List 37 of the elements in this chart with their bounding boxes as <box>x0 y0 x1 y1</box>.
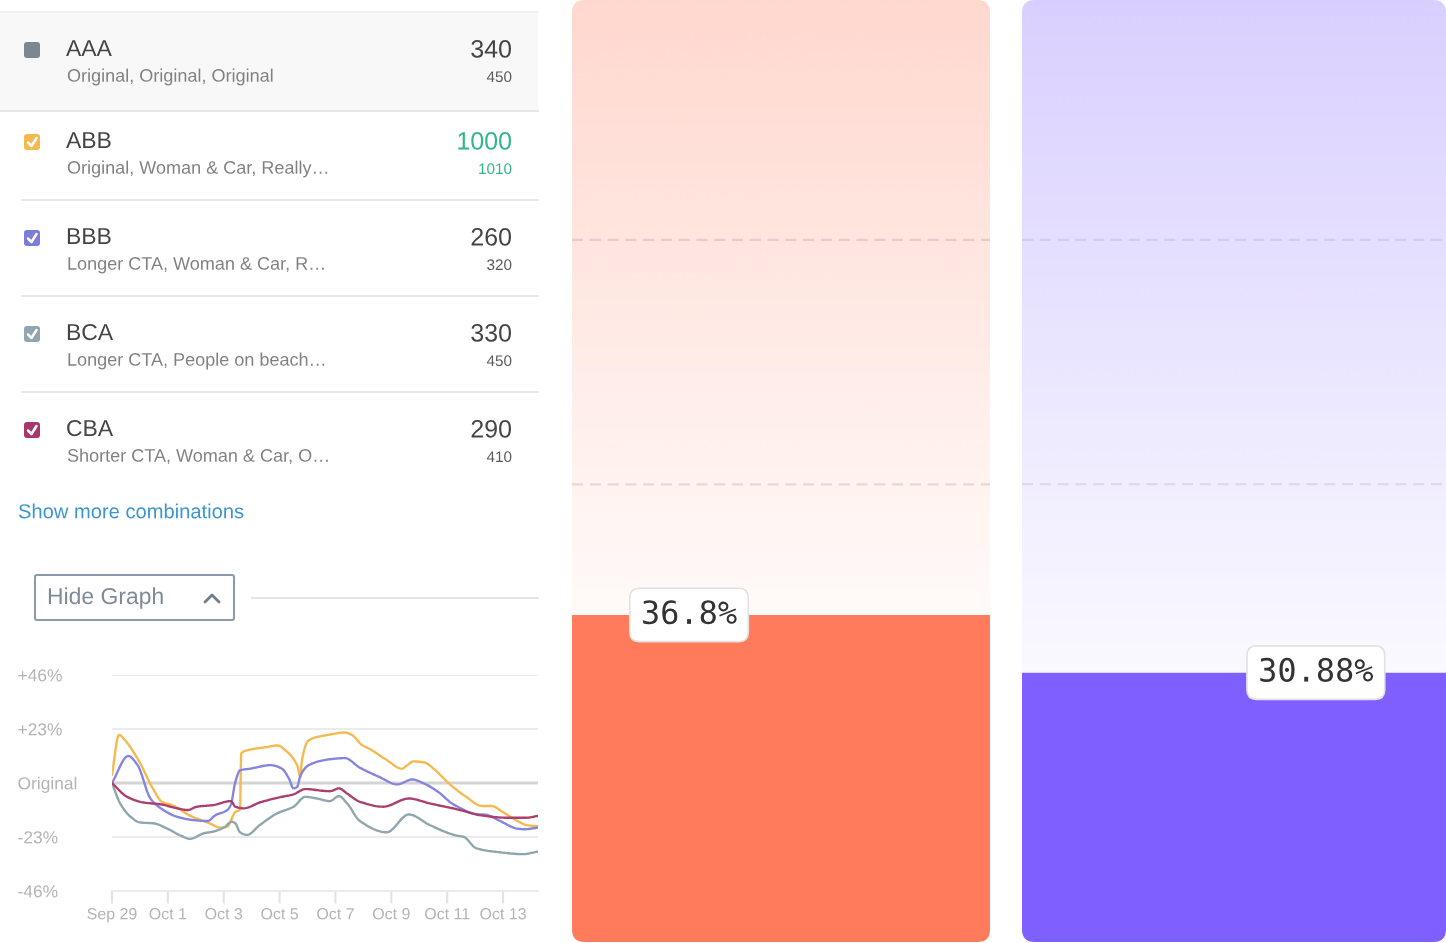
x-tick-label: Sep 29 <box>87 908 137 923</box>
text: Longer CTA, People on beach… <box>68 352 325 370</box>
x-tick-label: Oct 13 <box>480 908 526 920</box>
category-label: ABB <box>66 132 111 148</box>
category-label: CBA <box>67 419 114 437</box>
text: Original, Original, Original <box>67 68 273 86</box>
x-tick-label: Oct 9 <box>373 908 410 920</box>
data-label: 410 <box>486 451 512 463</box>
data-label: 36.8% <box>643 600 737 625</box>
data-label: 450 <box>486 355 512 367</box>
y-tick-label: -46% <box>18 885 58 898</box>
data-label: 320 <box>487 259 512 271</box>
data-label: 30.88% <box>1260 657 1374 683</box>
data-label: 1000 <box>458 132 512 150</box>
text: Hide Graph <box>48 587 163 609</box>
x-tick-label: Oct 7 <box>317 908 354 920</box>
data-label: 290 <box>471 420 512 438</box>
y-tick-label: -23% <box>18 831 58 844</box>
text: Original, Woman & Car, Really… <box>67 160 328 178</box>
category-label: BCA <box>67 323 114 341</box>
data-label: 260 <box>471 228 512 246</box>
x-tick-label: Oct 1 <box>149 908 187 920</box>
y-tick-label: +23% <box>18 723 62 736</box>
category-label: AAA <box>66 40 112 56</box>
x-tick-label: Oct 11 <box>425 908 470 920</box>
text: Show more combinations <box>18 503 244 519</box>
category-label: BBB <box>67 228 111 244</box>
x-tick-label: Oct 5 <box>261 908 299 920</box>
data-label: 340 <box>471 40 512 58</box>
data-label: 1010 <box>479 163 512 175</box>
data-label: 330 <box>471 324 512 342</box>
data-label: 450 <box>486 71 512 83</box>
text: Shorter CTA, Woman & Car, O… <box>67 448 328 464</box>
x-tick-label: Oct 3 <box>205 908 243 920</box>
y-tick-label: Original <box>18 776 77 793</box>
y-tick-label: +46% <box>18 669 62 682</box>
text: Longer CTA, Woman & Car, R… <box>68 257 324 274</box>
